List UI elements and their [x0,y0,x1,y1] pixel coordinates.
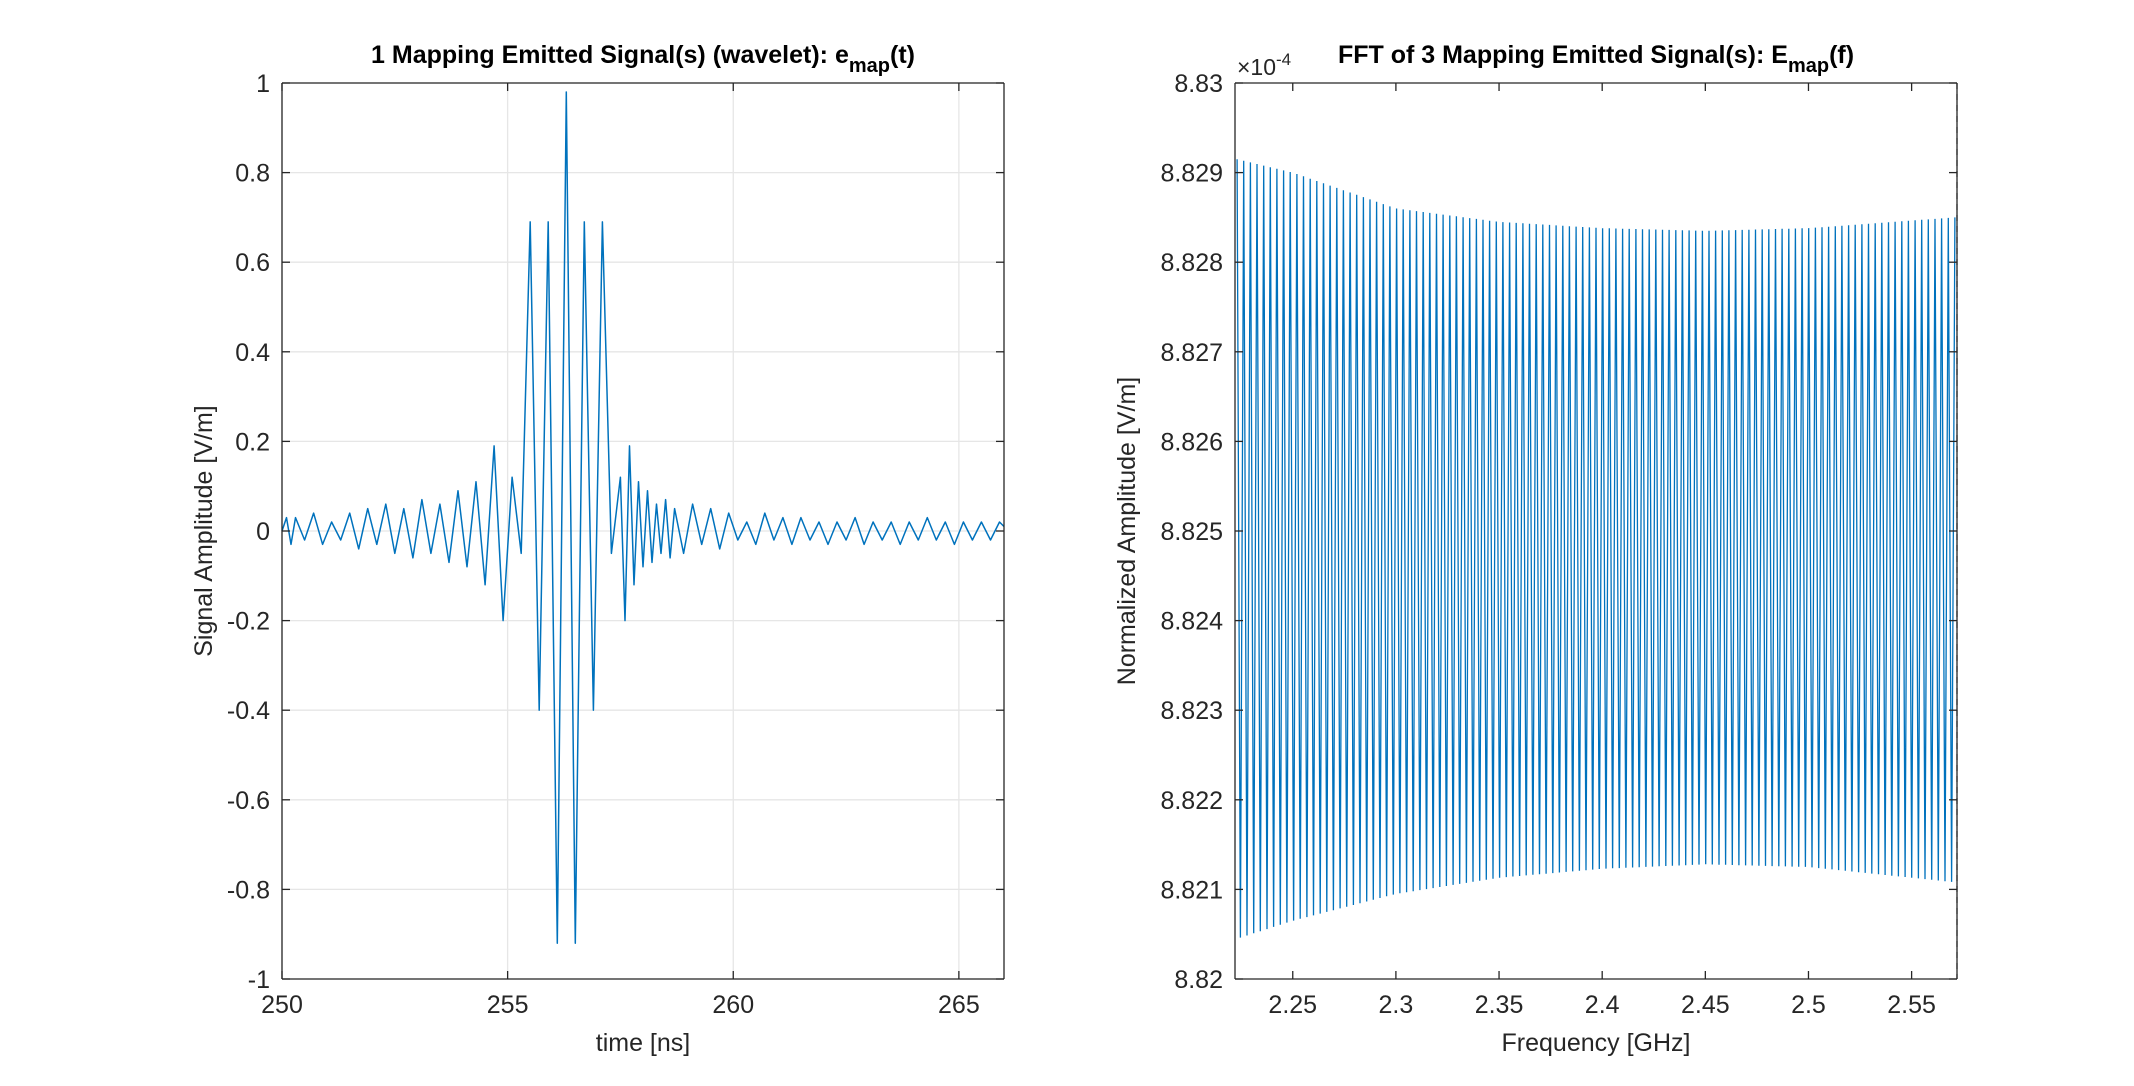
right-ticks: 2.25 2.3 2.35 2.4 2.45 2.5 2.55 8.83 8.829 8.828 8… [1160,70,1957,1019]
right-series [1236,83,1958,979]
y-tick-label: -1 [248,966,270,994]
y-tick-label: 8.825 [1160,518,1223,546]
y-tick-label: 0.6 [235,249,270,277]
right-exponent-base: ×10 [1237,54,1276,80]
y-tick-label: 8.823 [1160,697,1223,725]
y-tick-label: 1 [256,70,270,98]
left-series [281,91,1005,944]
x-tick-label: 250 [261,991,303,1019]
left-title-sub: map [849,55,890,77]
right-y-axis-label: Normalized Amplitude [V/m] [1113,377,1141,685]
right-x-axis-label: Frequency [GHz] [1502,1029,1691,1057]
y-tick-label: 8.827 [1160,339,1223,367]
x-tick-label: 2.4 [1585,991,1620,1019]
y-tick-label: -0.6 [227,787,270,815]
wavelet-series-line [281,91,1005,944]
right-plot: 2.25 2.3 2.35 2.4 2.45 2.5 2.55 8.83 8.829 8.828 8… [1113,41,1958,1057]
x-tick-label: 255 [487,991,529,1019]
y-tick-label: -0.2 [227,608,270,636]
left-title-main: 1 Mapping Emitted Signal(s) (wavelet): e [371,41,849,69]
x-tick-label: 260 [712,991,754,1019]
x-tick-label: 2.3 [1379,991,1414,1019]
left-chart-title: 1 Mapping Emitted Signal(s) (wavelet): e… [371,41,915,77]
left-ticks: 250 255 260 265 1 0.8 0.6 0.4 0.2 0 -0.2 -0.4 -0.6 -0… [227,70,1004,1019]
left-title-tail: (t) [890,41,915,69]
y-tick-label: 8.828 [1160,249,1223,277]
x-tick-label: 2.25 [1268,991,1317,1019]
y-tick-label: 0.2 [235,428,270,456]
right-chart-title: FFT of 3 Mapping Emitted Signal(s): Emap… [1338,41,1854,77]
y-tick-label: 8.822 [1160,787,1223,815]
left-x-axis-label: time [ns] [596,1029,690,1057]
right-title-main: FFT of 3 Mapping Emitted Signal(s): E [1338,41,1788,69]
right-title-tail: (f) [1829,41,1854,69]
y-tick-label: 0.4 [235,339,270,367]
right-title-sub: map [1788,55,1829,77]
x-tick-label: 2.5 [1791,991,1826,1019]
x-tick-label: 2.45 [1681,991,1730,1019]
x-tick-label: 2.35 [1475,991,1524,1019]
y-tick-label: 0 [256,518,270,546]
y-tick-label: -0.8 [227,876,270,904]
left-plot: 250 255 260 265 1 0.8 0.6 0.4 0.2 0 -0.2 -0.4 -0.6 -0… [190,41,1005,1057]
left-y-axis-label: Signal Amplitude [V/m] [190,405,218,657]
x-tick-label: 265 [938,991,980,1019]
right-y-exponent: ×10-4 [1237,50,1291,80]
y-tick-label: 8.83 [1174,70,1223,98]
x-tick-label: 2.55 [1887,991,1936,1019]
y-tick-label: 8.82 [1174,966,1223,994]
y-tick-label: 8.824 [1160,608,1223,636]
y-tick-label: -0.4 [227,697,270,725]
fft-series-line [1236,159,1956,938]
y-tick-label: 8.826 [1160,428,1223,456]
y-tick-label: 0.8 [235,160,270,188]
y-tick-label: 8.829 [1160,160,1223,188]
right-exponent-power: -4 [1276,50,1291,69]
y-tick-label: 8.821 [1160,876,1223,904]
